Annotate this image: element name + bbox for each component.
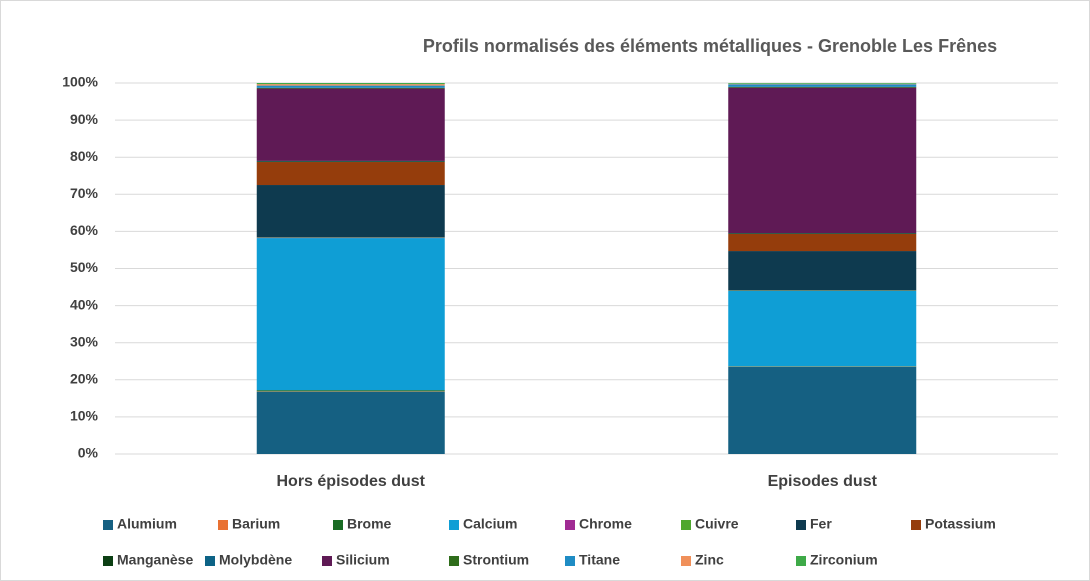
bar-segment	[256, 88, 445, 161]
y-tick-label: 100%	[62, 74, 98, 90]
bar-segment	[728, 83, 917, 84]
legend-swatch	[449, 520, 459, 530]
y-tick-label: 60%	[70, 222, 99, 238]
legend-label: Molybdène	[219, 552, 292, 568]
legend-swatch	[796, 520, 806, 530]
legend-label: Alumium	[117, 516, 177, 532]
legend-label: Brome	[347, 516, 392, 532]
y-tick-label: 70%	[70, 185, 99, 201]
legend-swatch	[796, 556, 806, 566]
bar-segment	[728, 233, 917, 234]
legend-swatch	[103, 556, 113, 566]
y-tick-label: 80%	[70, 148, 99, 164]
legend-label: Cuivre	[695, 516, 739, 532]
legend-label: Potassium	[925, 516, 996, 532]
legend-swatch	[205, 556, 215, 566]
bar-segment	[728, 84, 917, 87]
bar-segment	[256, 84, 445, 86]
y-tick-label: 30%	[70, 333, 99, 349]
bar-segment	[256, 83, 445, 85]
y-tick-label: 20%	[70, 371, 99, 387]
y-tick-label: 0%	[78, 445, 99, 461]
legend-swatch	[681, 556, 691, 566]
legend-label: Calcium	[463, 516, 517, 532]
bar-segment	[728, 87, 917, 234]
legend-swatch	[911, 520, 921, 530]
y-tick-label: 90%	[70, 111, 99, 127]
x-tick-label: Hors épisodes dust	[277, 473, 426, 490]
legend-label: Manganèse	[117, 552, 193, 568]
legend-swatch	[681, 520, 691, 530]
legend-swatch	[218, 520, 228, 530]
bar-segment	[256, 162, 445, 186]
y-tick-label: 10%	[70, 408, 99, 424]
bar-segment	[256, 238, 445, 391]
legend-label: Barium	[232, 516, 280, 532]
legend-swatch	[449, 556, 459, 566]
legend-swatch	[103, 520, 113, 530]
bar-segment	[256, 85, 445, 88]
legend-label: Silicium	[336, 552, 390, 568]
bar-segment	[256, 185, 445, 238]
legend-swatch	[322, 556, 332, 566]
legend-label: Zinc	[695, 552, 724, 568]
y-tick-label: 50%	[70, 259, 99, 275]
bar-segment	[256, 391, 445, 454]
y-tick-label: 40%	[70, 296, 99, 312]
bar-segment	[256, 161, 445, 163]
bar-segment	[728, 366, 917, 454]
legend-swatch	[333, 520, 343, 530]
legend-label: Strontium	[463, 552, 529, 568]
legend-swatch	[565, 556, 575, 566]
legend-label: Fer	[810, 516, 832, 532]
x-tick-label: Episodes dust	[768, 473, 878, 490]
bar-segment	[256, 390, 445, 392]
bar-segment	[728, 233, 917, 252]
bar-segment	[728, 86, 917, 88]
legend-label: Zirconium	[810, 552, 878, 568]
chart-title: Profils normalisés des éléments métalliq…	[423, 36, 997, 56]
legend-label: Titane	[579, 552, 620, 568]
legend-swatch	[565, 520, 575, 530]
bar-segment	[728, 290, 917, 367]
bar-segment	[728, 251, 917, 291]
bar-segment	[256, 87, 445, 89]
legend-label: Chrome	[579, 516, 632, 532]
